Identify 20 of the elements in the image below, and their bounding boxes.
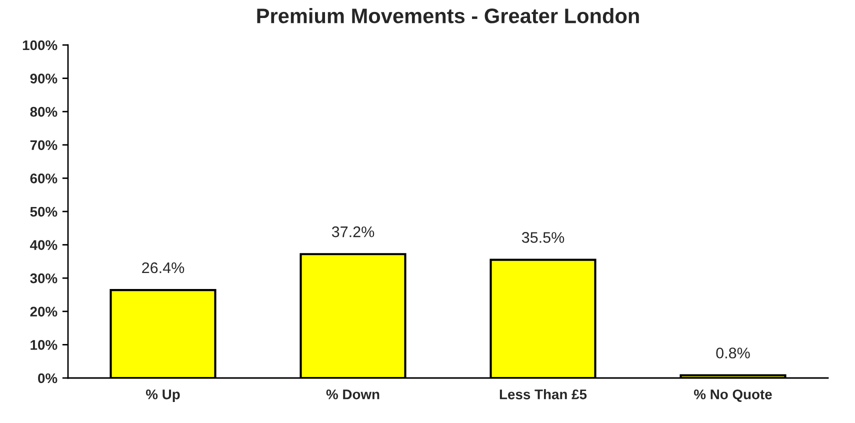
y-tick-label: 10% xyxy=(30,340,58,350)
x-tick-label: % Up xyxy=(146,390,180,402)
y-tick-label: 70% xyxy=(30,140,58,150)
x-tick-label: Less Than £5 xyxy=(500,389,587,400)
y-tick-label: 30% xyxy=(30,273,58,284)
y-tick-label: 60% xyxy=(30,174,58,184)
chart-title: Premium Movements - Greater London xyxy=(257,8,639,24)
y-tick-label: 0% xyxy=(38,373,58,384)
data-label: 0.8% xyxy=(716,348,750,358)
data-label: 35.5% xyxy=(522,232,564,243)
y-tick-label: 100% xyxy=(22,40,58,50)
y-tick-label: 90% xyxy=(30,74,58,84)
y-tick-label: 20% xyxy=(30,306,58,317)
data-label: 37.2% xyxy=(332,226,374,238)
data-label: 26.4% xyxy=(142,262,184,274)
y-tick-label: 40% xyxy=(30,240,58,250)
x-tick-label: % No Quote xyxy=(694,389,772,402)
x-tick-label: % Down xyxy=(326,390,380,400)
y-tick-label: 50% xyxy=(30,206,58,217)
y-tick-label: 80% xyxy=(30,106,58,117)
